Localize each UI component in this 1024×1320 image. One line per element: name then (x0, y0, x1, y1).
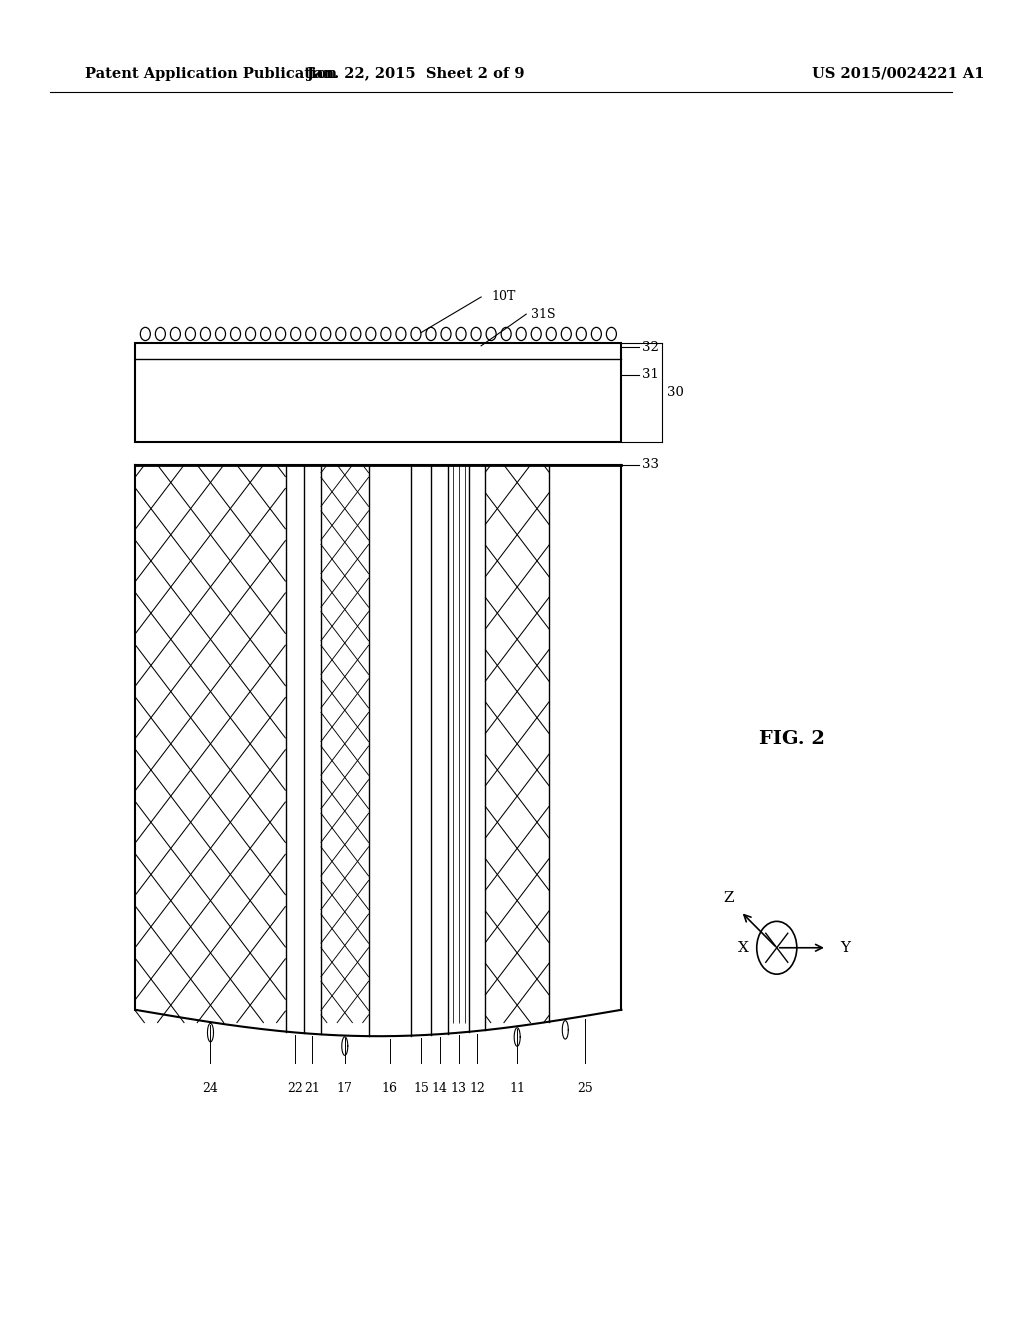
Text: Patent Application Publication: Patent Application Publication (85, 67, 337, 81)
Text: 31S: 31S (531, 308, 556, 321)
Text: Z: Z (723, 891, 734, 906)
Text: 10T: 10T (492, 290, 515, 304)
Text: 13: 13 (451, 1082, 467, 1096)
Text: Y: Y (840, 941, 850, 954)
Bar (135, 343, 622, 442)
Text: 12: 12 (469, 1082, 485, 1096)
Text: 11: 11 (509, 1082, 525, 1096)
Text: 14: 14 (431, 1082, 447, 1096)
Text: 25: 25 (578, 1082, 593, 1096)
Text: 24: 24 (203, 1082, 218, 1096)
Text: 30: 30 (667, 387, 683, 399)
Text: Jan. 22, 2015  Sheet 2 of 9: Jan. 22, 2015 Sheet 2 of 9 (307, 67, 524, 81)
Text: 32: 32 (642, 341, 659, 354)
Text: X: X (738, 941, 749, 954)
Text: FIG. 2: FIG. 2 (759, 730, 824, 748)
Text: 16: 16 (382, 1082, 398, 1096)
Polygon shape (135, 465, 622, 1036)
Text: 33: 33 (642, 458, 659, 471)
Text: 22: 22 (287, 1082, 302, 1096)
Text: 21: 21 (304, 1082, 321, 1096)
Text: US 2015/0024221 A1: US 2015/0024221 A1 (812, 67, 984, 81)
Text: 17: 17 (337, 1082, 352, 1096)
Text: 15: 15 (413, 1082, 429, 1096)
Text: 31: 31 (642, 368, 659, 381)
